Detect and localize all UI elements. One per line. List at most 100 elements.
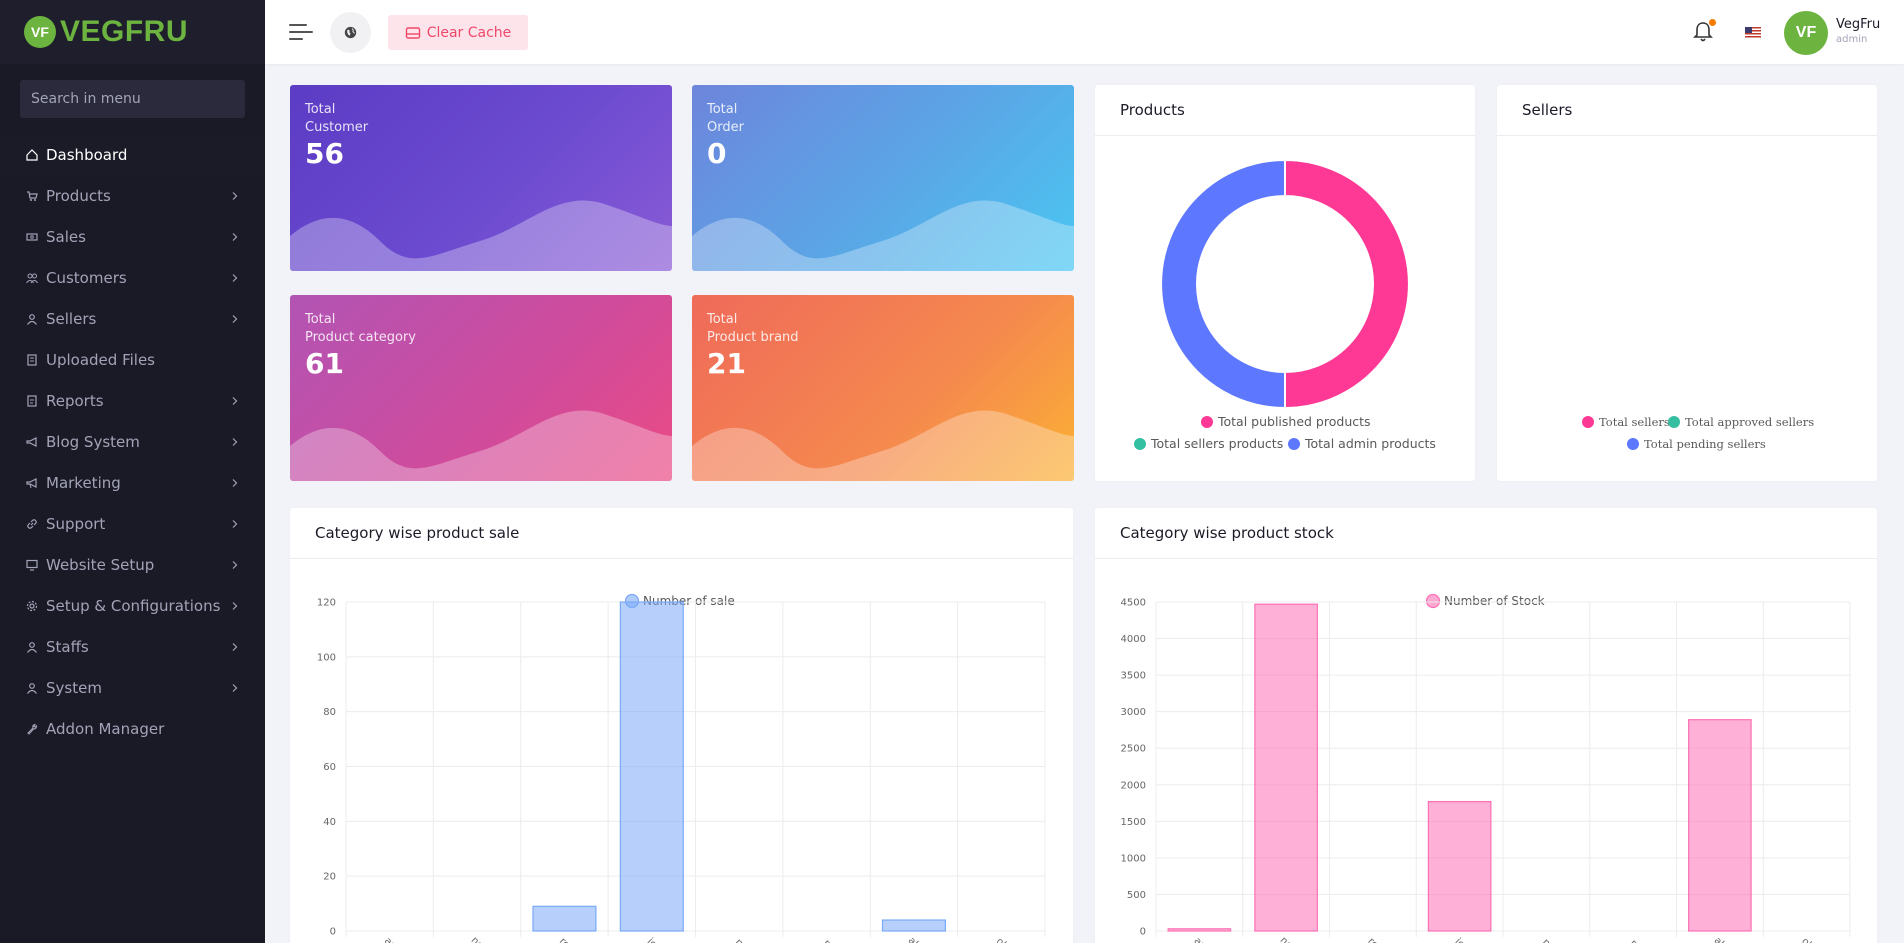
x-tick-label: res: [1365, 936, 1384, 943]
legend-label: Total approved sellers: [1685, 415, 1815, 429]
x-tick-label: ies: [1453, 936, 1471, 943]
clear-cache-label: Clear Cache: [426, 24, 512, 41]
sidebar-item-staffs[interactable]: Staffs: [0, 626, 265, 667]
user-role: admin: [1836, 34, 1868, 45]
sellers-panel: Sellers Total sellers Total approved sel…: [1497, 85, 1877, 481]
legend-item[interactable]: Total admin products: [1288, 436, 1436, 451]
category-sale-bar-chart: Number of sale020406080100120aryndsresie…: [317, 593, 1046, 943]
chevron-right-icon: [232, 519, 238, 528]
sidebar-item-label: Support: [46, 514, 106, 533]
category-stock-bar-chart: Number of Stock 0 500 1000 1500 2000 2500 3000 3…: [1121, 593, 1851, 943]
y-tick-label: 120: [317, 598, 336, 609]
sidebar-item-reports[interactable]: Reports: [0, 380, 265, 421]
user-icon: [26, 313, 38, 325]
x-tick-label: old: [1799, 936, 1818, 943]
x-tick-label: re: [1627, 938, 1642, 943]
gear-icon: [26, 600, 38, 612]
sidebar-item-marketing[interactable]: Marketing: [0, 462, 265, 503]
wave-decoration: [692, 200, 1074, 271]
bar[interactable]: [619, 601, 684, 932]
y-tick-label: 500: [1127, 890, 1146, 901]
products-panel: Products Total published products Total …: [1095, 85, 1475, 481]
logo-mark-icon: VF: [24, 16, 56, 48]
legend-item[interactable]: Total sellers products: [1134, 436, 1283, 451]
stat-value: 21: [707, 347, 746, 380]
bar[interactable]: [1254, 603, 1318, 932]
y-tick-label: 40: [323, 817, 336, 828]
legend-item[interactable]: Total published products: [1201, 414, 1371, 429]
stat-value: 0: [707, 137, 727, 170]
bar[interactable]: [1427, 800, 1492, 932]
sidebar-item-label: Sellers: [46, 309, 97, 328]
hamburger-menu-icon[interactable]: [289, 22, 313, 42]
sidebar-item-sellers[interactable]: Sellers: [0, 298, 265, 339]
bar[interactable]: [1688, 719, 1752, 932]
sidebar-item-addon-manager[interactable]: Addon Manager: [0, 708, 265, 749]
stat-value: 56: [305, 137, 344, 170]
sidebar-item-label: Staffs: [46, 637, 89, 656]
chevron-right-icon: [232, 232, 238, 241]
y-tick-label: 3500: [1121, 671, 1146, 682]
us-flag-icon[interactable]: [1745, 27, 1761, 38]
legend-item[interactable]: Total approved sellers: [1668, 415, 1814, 429]
sidebar-item-label: Marketing: [46, 473, 121, 492]
sidebar-item-products[interactable]: Products: [0, 175, 265, 216]
file-icon: [26, 353, 38, 366]
y-tick-label: 60: [323, 762, 336, 773]
legend-item[interactable]: Total sellers: [1582, 415, 1670, 429]
y-tick-label: 1000: [1121, 853, 1146, 864]
stat-label: Product category: [305, 330, 416, 345]
bar[interactable]: [532, 905, 597, 932]
chevron-right-icon: [232, 314, 238, 323]
stat-card-order: Total Order 0: [692, 85, 1074, 271]
category-stock-panel: Category wise product stock Number of St…: [1095, 508, 1877, 943]
chart-legend[interactable]: Number of Stock: [1425, 593, 1545, 609]
x-tick-label: nds: [1278, 935, 1298, 943]
y-tick-label: 2500: [1121, 744, 1146, 755]
link-icon: [26, 518, 38, 530]
sidebar-item-customers[interactable]: Customers: [0, 257, 265, 298]
user-avatar[interactable]: VF: [1784, 11, 1828, 55]
stat-card-product-category: Total Product category 61: [290, 295, 672, 481]
chevron-right-icon: [232, 642, 238, 651]
wave-decoration: [290, 410, 672, 481]
sidebar-item-website-setup[interactable]: Website Setup: [0, 544, 265, 585]
x-tick-label: ary: [382, 936, 401, 943]
user-name[interactable]: VegFru: [1836, 17, 1881, 32]
bar[interactable]: [1167, 928, 1232, 932]
megaphone-icon: [26, 477, 38, 489]
sidebar-item-system[interactable]: System: [0, 667, 265, 708]
sidebar-item-blog-system[interactable]: Blog System: [0, 421, 265, 462]
menu-search-input[interactable]: [20, 80, 245, 118]
sidebar-item-uploaded-files[interactable]: Uploaded Files: [0, 339, 265, 380]
notification-badge: [1709, 19, 1716, 26]
sidebar-item-support[interactable]: Support: [0, 503, 265, 544]
view-website-button[interactable]: [330, 12, 371, 53]
panel-title: Category wise product stock: [1095, 508, 1877, 559]
logo[interactable]: VF VEGFRU: [0, 0, 265, 64]
notification-bell-icon[interactable]: [1693, 21, 1713, 43]
chevron-right-icon: [232, 601, 238, 610]
sidebar-item-dashboard[interactable]: Dashboard: [0, 134, 265, 175]
donut-slice[interactable]: [1160, 158, 1286, 410]
legend-swatch: [1201, 415, 1213, 428]
user-icon: [26, 682, 38, 694]
legend-swatch: [1134, 437, 1146, 450]
wave-decoration: [290, 200, 672, 271]
sidebar-item-setup-configurations[interactable]: Setup & Configurations: [0, 585, 265, 626]
donut-slice[interactable]: [1284, 158, 1410, 410]
wrench-icon: [26, 723, 38, 735]
sidebar-item-label: Blog System: [46, 432, 140, 451]
logo-text: VEGFRU: [60, 15, 189, 48]
stat-label: Total: [305, 312, 336, 327]
sidebar-item-sales[interactable]: Sales: [0, 216, 265, 257]
legend-item[interactable]: Total pending sellers: [1627, 437, 1766, 451]
legend-label: Number of Stock: [1444, 594, 1545, 608]
bar[interactable]: [881, 919, 946, 932]
clear-cache-button[interactable]: Clear Cache: [388, 15, 528, 50]
y-tick-label: 100: [317, 652, 336, 663]
stat-label: Total: [707, 312, 738, 327]
y-tick-label: 3000: [1121, 707, 1146, 718]
legend-label: Total sellers products: [1151, 436, 1284, 451]
y-tick-label: 2000: [1121, 780, 1146, 791]
